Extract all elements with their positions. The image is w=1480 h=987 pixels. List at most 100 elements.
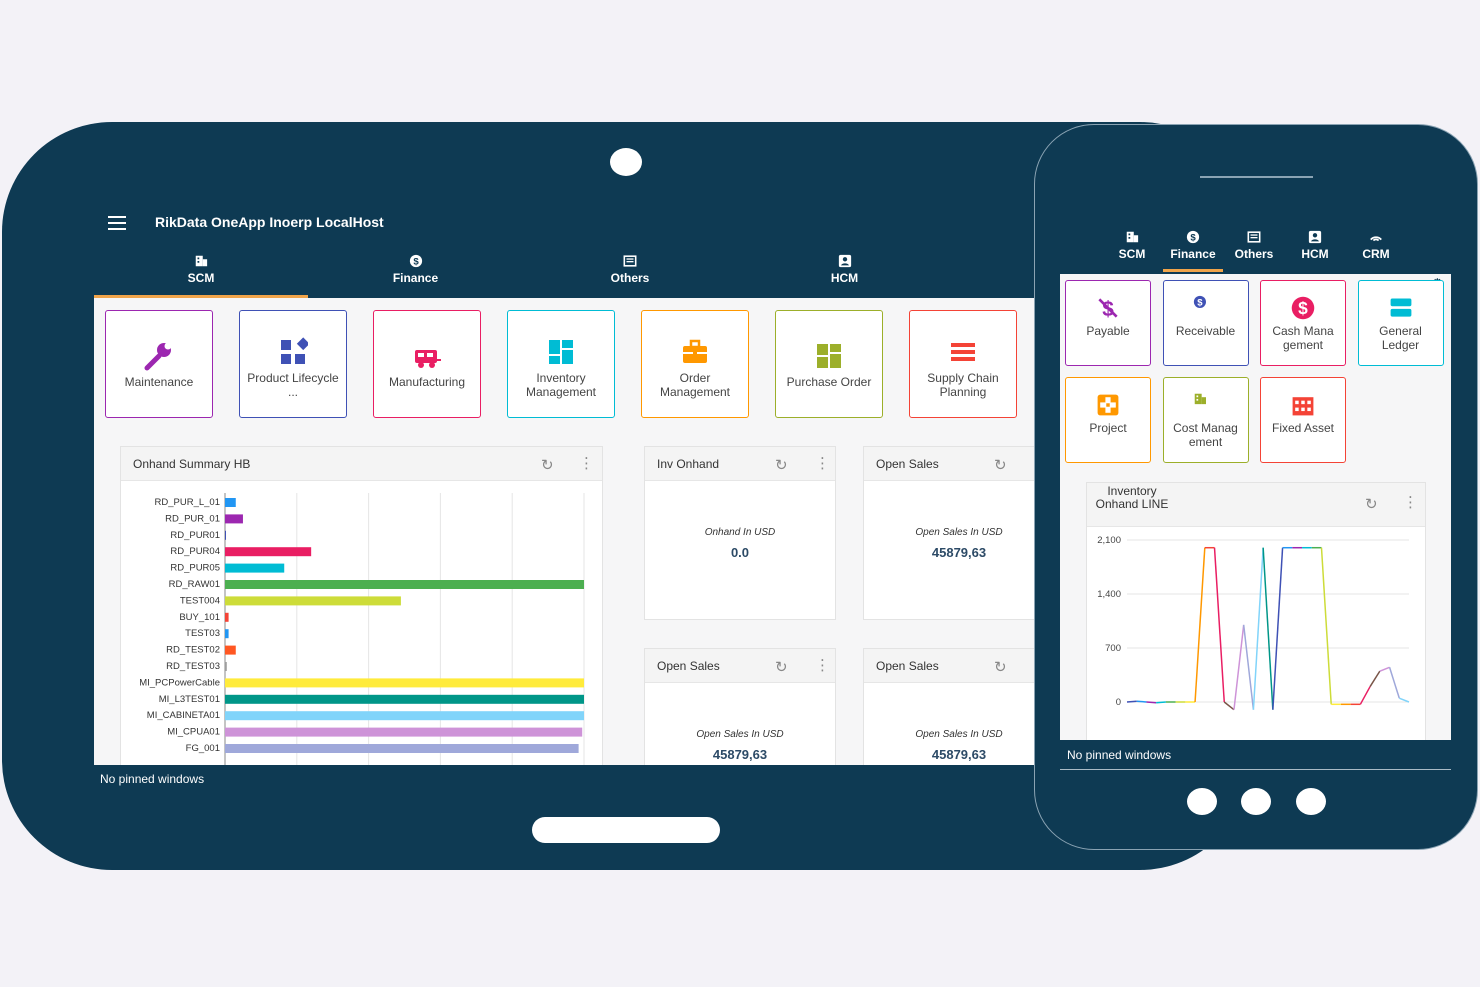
refresh-icon[interactable]: ↻ (1365, 496, 1378, 513)
bar-test004[interactable] (225, 596, 401, 606)
phone-nav-button[interactable] (1187, 788, 1217, 815)
kpi-label: Onhand In USD (704, 527, 776, 538)
kpi-card: Open Sales ↻ Open Sales In USD 45879,63 (863, 648, 1034, 765)
phone-content: ⚙ $Payable$Receivable$Cash Mana gementGe… (1060, 274, 1451, 740)
tab-crm[interactable]: CRM (1346, 230, 1406, 272)
tab-finance[interactable]: $ Finance (1163, 230, 1223, 272)
card-title: Inventory Onhand LINE (1095, 484, 1169, 511)
line-segment (1369, 670, 1381, 687)
tab-scm[interactable]: SCM (94, 254, 308, 298)
bar-rd_pur_01[interactable] (225, 514, 243, 524)
app-tile-purchase-order[interactable]: Purchase Order (775, 310, 883, 418)
bar-mi_cpua01[interactable] (225, 727, 583, 737)
line-segment (1359, 686, 1371, 705)
svg-text:$: $ (413, 257, 419, 268)
bar-rd_test02[interactable] (225, 645, 236, 655)
tablet-home-button[interactable] (532, 817, 720, 843)
app-tile-manufacturing[interactable]: Manufacturing (373, 310, 481, 418)
card-title: Open Sales (876, 457, 939, 471)
tab-others[interactable]: Others (1224, 230, 1284, 272)
coin-icon: $ (1291, 296, 1315, 320)
line-segment (1398, 697, 1410, 703)
kpi-value: 0.0 (730, 545, 750, 560)
bar-rd_pur01[interactable] (225, 530, 226, 540)
refresh-icon[interactable]: ↻ (775, 457, 788, 474)
more-icon[interactable]: ⋮ (579, 455, 594, 472)
app-tile-supply-chain-planning[interactable]: Supply Chain Planning (909, 310, 1017, 418)
building-icon (1126, 231, 1139, 243)
phone-nav-button[interactable] (1296, 788, 1326, 815)
app-tile-cost-manag-ement[interactable]: Cost Manag ement (1162, 377, 1249, 463)
more-icon[interactable]: ⋮ (815, 455, 830, 472)
bar-buy_101[interactable] (225, 612, 229, 622)
category-label: RD_PUR05 (170, 563, 220, 574)
card-title: Open Sales (876, 659, 939, 673)
dollar-icon: $ (1186, 230, 1200, 244)
bar-rd_pur_l_01[interactable] (225, 498, 236, 507)
onhand-bar-chart: RD_PUR_L_01 RD_PUR_01 RD_PUR01 RD_PUR04 RD_P… (139, 493, 585, 765)
line-segment (1146, 701, 1157, 704)
app-tile-receivable[interactable]: $ Receivable (1162, 280, 1249, 366)
tab-hcm[interactable]: HCM (738, 254, 952, 298)
tab-finance[interactable]: $ Finance (309, 254, 523, 298)
bar-mi_pcpowercable[interactable] (225, 678, 584, 688)
signal-icon (1370, 236, 1382, 242)
card-title: Inv Onhand (657, 457, 720, 471)
app-tile-maintenance[interactable]: Maintenance (105, 310, 213, 418)
menu-icon[interactable] (108, 216, 126, 230)
refresh-icon[interactable]: ↻ (775, 659, 788, 676)
refresh-icon[interactable]: ↻ (541, 457, 554, 474)
line-segment (1223, 701, 1235, 711)
shapes-icon (281, 337, 308, 364)
app-tile-order-management[interactable]: Order Management (641, 310, 749, 418)
tab-label: HCM (1301, 247, 1329, 261)
y-tick-label: 1,400 (1097, 589, 1121, 600)
category-label: FG_001 (186, 743, 220, 754)
bar-rd_pur04[interactable] (225, 547, 312, 557)
tile-label: Inventory Management (525, 371, 597, 399)
dollar-icon: $ (409, 254, 422, 268)
y-tick-label: 2,100 (1097, 535, 1121, 546)
rv-icon (415, 350, 441, 368)
app-tile-general-ledger[interactable]: General Ledger (1357, 280, 1444, 366)
tab-hcm[interactable]: HCM (1285, 230, 1345, 272)
app-tile-project[interactable]: Project (1065, 377, 1151, 463)
category-label: RD_RAW01 (169, 579, 220, 590)
app-title: RikData OneApp Inoerp LocalHost (155, 214, 384, 230)
kpi-value: 45879,63 (931, 545, 987, 560)
app-tile-inventory-management[interactable]: Inventory Management (507, 310, 615, 418)
app-tile-fixed-asset[interactable]: Fixed Asset (1260, 377, 1346, 463)
refresh-icon[interactable]: ↻ (994, 457, 1007, 474)
tab-label: Others (610, 271, 650, 285)
bar-rd_test03[interactable] (225, 662, 227, 671)
app-tile-cash-mana-gement[interactable]: $ Cash Mana gement (1260, 280, 1346, 366)
line-segment (1252, 547, 1264, 710)
tile-label: General Ledger (1379, 324, 1422, 352)
line-segment (1388, 667, 1400, 699)
category-label: RD_PUR04 (170, 546, 220, 557)
svg-text:$: $ (1190, 233, 1196, 244)
dollar-icon: $ (1193, 295, 1206, 308)
tile-label: Product Lifecycle ... (247, 371, 339, 399)
bar-rd_raw01[interactable] (225, 580, 584, 589)
line-segment (1272, 547, 1284, 710)
tile-label: Cost Manag ement (1173, 421, 1238, 449)
tab-label: CRM (1362, 247, 1390, 261)
pinned-windows-status: No pinned windows (1067, 748, 1172, 762)
phone-nav-button[interactable] (1241, 788, 1271, 815)
refresh-icon[interactable]: ↻ (994, 659, 1007, 676)
bar-mi_cabineta01[interactable] (225, 711, 584, 721)
bar-fg_001[interactable] (225, 744, 579, 753)
list-icon (1247, 231, 1261, 243)
category-label: MI_L3TEST01 (159, 694, 220, 705)
bar-test03[interactable] (225, 629, 229, 639)
app-tile-payable[interactable]: $ Payable (1065, 280, 1151, 366)
more-icon[interactable]: ⋮ (1403, 494, 1418, 511)
line-segment (1242, 624, 1255, 710)
tab-scm[interactable]: SCM (1102, 230, 1162, 272)
bar-mi_l3test01[interactable] (225, 694, 584, 704)
app-tile-product-lifecycle[interactable]: Product Lifecycle ... (239, 310, 347, 418)
tab-others[interactable]: Others (523, 254, 737, 298)
bar-rd_pur05[interactable] (225, 563, 285, 573)
more-icon[interactable]: ⋮ (815, 657, 830, 674)
